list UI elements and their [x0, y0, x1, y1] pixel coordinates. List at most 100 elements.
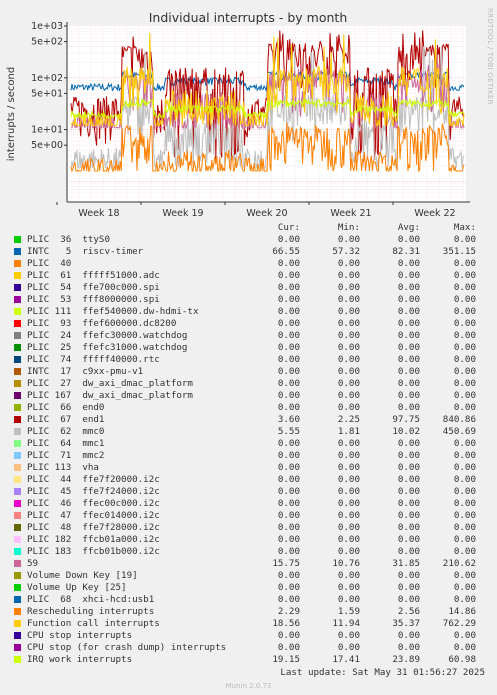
legend-row: PLIC 24 ffefc30000.watchdog 0.00 0.00 0.00 0… [14, 330, 492, 342]
y-tick-label: 5e+02 [31, 37, 63, 48]
legend-swatch [14, 584, 21, 591]
legend-max-value: 0.00 [453, 234, 476, 245]
legend-max-value: 0.00 [453, 582, 476, 593]
legend-min-value: 0.00 [337, 522, 360, 533]
legend-row: INTC 17 c9xx-pmu-v1 0.00 0.00 0.00 0.00 [14, 366, 492, 378]
legend-swatch [14, 404, 21, 411]
legend-cur-value: 5.55 [277, 426, 300, 437]
legend-label: PLIC 64 mmc1 [27, 438, 105, 449]
legend-max-value: 0.00 [453, 258, 476, 269]
legend-row: PLIC 111 ffef540000.dw-hdmi-tx 0.00 0.00 0.… [14, 306, 492, 318]
legend-swatch [14, 308, 21, 315]
legend-avg-value: 0.00 [397, 522, 420, 533]
legend-cur-value: 0.00 [277, 234, 300, 245]
legend-row: PLIC 62 mmc0 5.55 1.81 10.02 450.69 [14, 426, 492, 438]
legend-swatch [14, 476, 21, 483]
legend-row: PLIC 46 ffec00c000.i2c 0.00 0.00 0.00 0.00 [14, 498, 492, 510]
legend-max-value: 0.00 [453, 450, 476, 461]
legend-min-value: 0.00 [337, 594, 360, 605]
legend-swatch [14, 572, 21, 579]
legend-label: PLIC 25 ffefc31000.watchdog [27, 342, 188, 353]
legend-min-value: 0.00 [337, 486, 360, 497]
legend-row: PLIC 71 mmc2 0.00 0.00 0.00 0.00 [14, 450, 492, 462]
legend-avg-value: 0.00 [397, 318, 420, 329]
rrdtool-credit: RRDTOOL / TOBI OETIKER [486, 8, 494, 105]
legend-avg-value: 0.00 [397, 462, 420, 473]
legend-cur-value: 0.00 [277, 570, 300, 581]
legend-min-value: 0.00 [337, 582, 360, 593]
series-line [70, 32, 465, 128]
legend-max-value: 840.86 [442, 414, 476, 425]
legend-swatch [14, 488, 21, 495]
col-header-avg: Avg: [397, 222, 420, 233]
legend-label: Volume Up Key [25] [27, 582, 127, 593]
legend-min-value: 0.00 [337, 258, 360, 269]
legend-avg-value: 0.00 [397, 354, 420, 365]
legend-swatch [14, 260, 21, 267]
legend-label: INTC 17 c9xx-pmu-v1 [27, 366, 144, 377]
legend-avg-value: 0.00 [397, 582, 420, 593]
legend-label: PLIC 71 mmc2 [27, 450, 105, 461]
legend-label: PLIC 40 [27, 258, 72, 269]
legend-label: PLIC 167 dw_axi_dmac_platform [27, 390, 193, 401]
legend-max-value: 0.00 [453, 594, 476, 605]
legend-min-value: 0.00 [337, 534, 360, 545]
legend-row: PLIC 64 mmc1 0.00 0.00 0.00 0.00 [14, 438, 492, 450]
legend-max-value: 0.00 [453, 306, 476, 317]
legend-label: PLIC 45 ffe7f24000.i2c [27, 486, 160, 497]
legend-min-value: 0.00 [337, 294, 360, 305]
legend-min-value: 0.00 [337, 354, 360, 365]
legend-label: PLIC 62 mmc0 [27, 426, 105, 437]
legend-row: PLIC 25 ffefc31000.watchdog 0.00 0.00 0.00 0… [14, 342, 492, 354]
legend-label: IRQ work interrupts [27, 654, 133, 665]
legend-max-value: 210.62 [442, 558, 476, 569]
legend-cur-value: 0.00 [277, 522, 300, 533]
legend-label: PLIC 111 ffef540000.dw-hdmi-tx [27, 306, 199, 317]
legend-max-value: 0.00 [453, 570, 476, 581]
legend-max-value: 0.00 [453, 534, 476, 545]
legend-avg-value: 0.00 [397, 486, 420, 497]
legend-cur-value: 0.00 [277, 582, 300, 593]
legend-label: PLIC 54 ffe700c000.spi [27, 282, 160, 293]
legend-avg-value: 0.00 [397, 594, 420, 605]
legend-avg-value: 0.00 [397, 366, 420, 377]
legend-max-value: 0.00 [453, 318, 476, 329]
legend-label: PLIC 66 end0 [27, 402, 105, 413]
legend-avg-value: 0.00 [397, 438, 420, 449]
legend-label: PLIC 113 vha [27, 462, 99, 473]
legend-row: PLIC 93 ffef600000.dc8200 0.00 0.00 0.00 0.0… [14, 318, 492, 330]
series-line [70, 122, 465, 173]
legend-label: PLIC 93 ffef600000.dc8200 [27, 318, 177, 329]
legend-label: PLIC 48 ffe7f28000.i2c [27, 522, 160, 533]
legend-row: 59 15.75 10.76 31.85 210.62 [14, 558, 492, 570]
legend-avg-value: 0.00 [397, 630, 420, 641]
legend-row: PLIC 113 vha 0.00 0.00 0.00 0.00 [14, 462, 492, 474]
legend-max-value: 0.00 [453, 378, 476, 389]
legend-cur-value: 0.00 [277, 450, 300, 461]
y-tick-label: 1e+02 [31, 73, 63, 84]
legend-label: PLIC 46 ffec00c000.i2c [27, 498, 160, 509]
legend-avg-value: 0.00 [397, 282, 420, 293]
legend-label: PLIC 24 ffefc30000.watchdog [27, 330, 188, 341]
legend-cur-value: 0.00 [277, 642, 300, 653]
legend-row: PLIC 40 0.00 0.00 0.00 0.00 [14, 258, 492, 270]
legend-row: Volume Up Key [25] 0.00 0.00 0.00 0.00 [14, 582, 492, 594]
legend-row: PLIC 61 fffff51000.adc 0.00 0.00 0.00 0.00 [14, 270, 492, 282]
col-header-min: Min: [337, 222, 360, 233]
legend-row: PLIC 54 ffe700c000.spi 0.00 0.00 0.00 0.00 [14, 282, 492, 294]
legend-swatch [14, 284, 21, 291]
legend-row: Volume Down Key [19] 0.00 0.00 0.00 0.00 [14, 570, 492, 582]
legend-swatch [14, 656, 21, 663]
last-update: Last update: Sat May 31 01:56:27 2025 [280, 667, 485, 678]
legend-min-value: 0.00 [337, 438, 360, 449]
legend-cur-value: 0.00 [277, 318, 300, 329]
legend-max-value: 0.00 [453, 354, 476, 365]
legend-max-value: 0.00 [453, 294, 476, 305]
legend-cur-value: 0.00 [277, 474, 300, 485]
legend-max-value: 0.00 [453, 642, 476, 653]
legend-row: PLIC 182 ffcb01a000.i2c 0.00 0.00 0.00 0.00 [14, 534, 492, 546]
legend-min-value: 10.76 [332, 558, 360, 569]
legend-cur-value: 0.00 [277, 438, 300, 449]
legend-swatch [14, 320, 21, 327]
legend-avg-value: 0.00 [397, 330, 420, 341]
